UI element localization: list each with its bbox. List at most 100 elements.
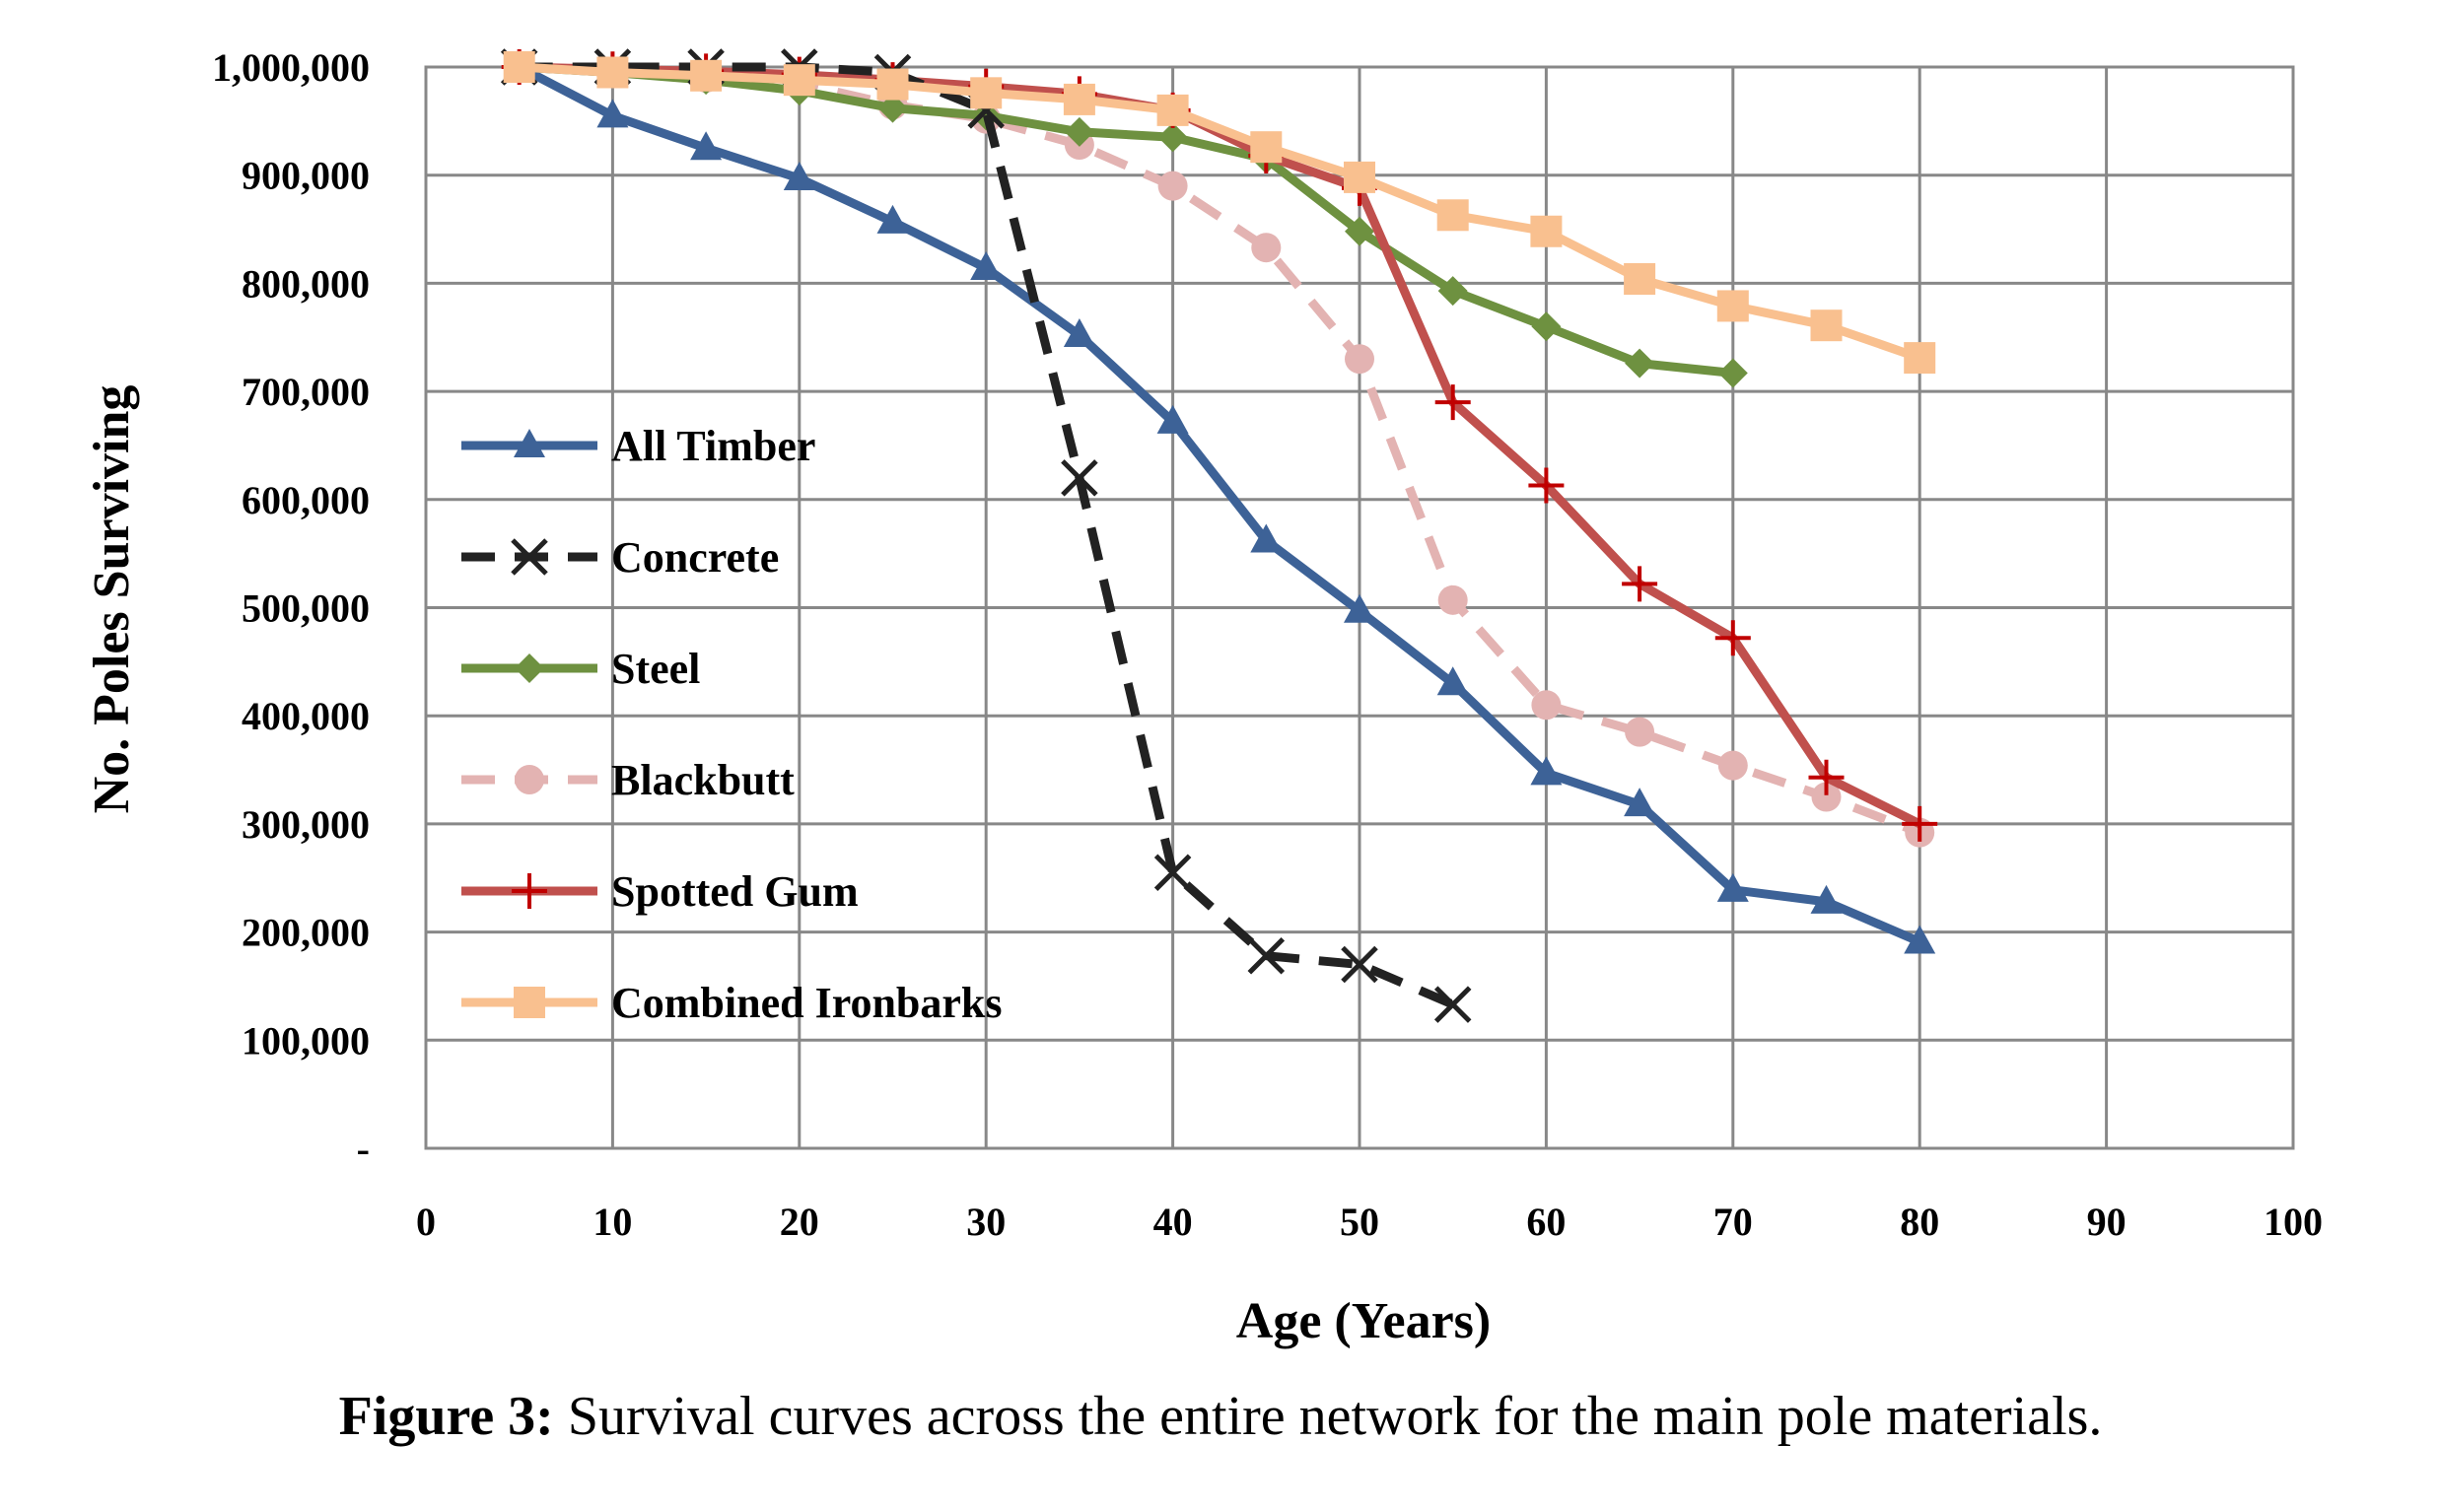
y-tick-label: 700,000 xyxy=(242,370,370,414)
data-point xyxy=(1437,276,1468,307)
data-point xyxy=(1624,263,1656,296)
legend-item-all-timber: All Timber xyxy=(461,422,815,470)
legend-label: Steel xyxy=(611,645,700,693)
data-point xyxy=(876,68,909,101)
data-point xyxy=(690,59,723,92)
x-tick-label: 0 xyxy=(416,1200,436,1244)
legend-label: Concrete xyxy=(611,533,779,582)
data-point xyxy=(1345,344,1374,375)
data-point xyxy=(1250,523,1283,553)
y-tick-label: - xyxy=(357,1127,370,1171)
data-point xyxy=(1434,384,1471,421)
data-point xyxy=(1717,358,1748,388)
y-axis-title: No. Poles Surviving xyxy=(84,385,140,814)
y-tick-label: 300,000 xyxy=(242,802,370,847)
data-point xyxy=(876,204,909,234)
data-point xyxy=(1625,717,1655,747)
data-point xyxy=(1810,309,1843,342)
legend-marker xyxy=(515,653,544,683)
data-point xyxy=(596,56,629,89)
data-point xyxy=(1531,690,1562,721)
y-tick-label: 1,000,000 xyxy=(212,45,370,90)
survival-chart: - 100,000 200,000 300,000 400,000 500,000 600,… xyxy=(84,45,2323,1349)
x-tick-label: 90 xyxy=(2087,1200,2127,1244)
y-tick-label: 600,000 xyxy=(242,478,370,522)
x-tick-label: 60 xyxy=(1526,1200,1566,1244)
data-point xyxy=(970,251,1003,281)
data-point xyxy=(1344,161,1375,193)
data-point xyxy=(1157,171,1188,201)
x-tick-label: 40 xyxy=(1153,1200,1193,1244)
legend-item-concrete: Concrete xyxy=(461,533,779,582)
legend-label: Blackbutt xyxy=(611,756,795,804)
data-point xyxy=(1061,459,1098,497)
data-point xyxy=(1063,318,1095,348)
data-point xyxy=(1528,467,1565,504)
y-tick-label: 800,000 xyxy=(242,261,370,306)
data-point xyxy=(1341,945,1378,984)
legend-label: Combined Ironbarks xyxy=(611,979,1003,1027)
data-point xyxy=(1902,805,1938,842)
data-point xyxy=(1433,986,1472,1023)
legend-item-blackbutt: Blackbutt xyxy=(461,756,795,804)
legend-marker xyxy=(514,429,545,457)
data-point xyxy=(1530,215,1563,247)
x-tick-label: 30 xyxy=(966,1200,1006,1244)
series-line xyxy=(519,62,1921,363)
legend-marker xyxy=(515,765,544,794)
series-combined-ironbarks xyxy=(503,51,1936,375)
data-point xyxy=(1530,756,1563,786)
caption-label: Figure 3: xyxy=(338,1386,554,1447)
y-tick-label: 500,000 xyxy=(242,586,370,631)
data-point xyxy=(1717,750,1748,781)
data-point xyxy=(1716,290,1749,322)
legend-item-combined-ironbarks: Combined Ironbarks xyxy=(461,979,1003,1027)
data-point xyxy=(970,77,1003,109)
series-all-timber xyxy=(503,50,1936,954)
x-axis-title: Age (Years) xyxy=(1236,1293,1491,1349)
data-point xyxy=(1251,233,1282,263)
data-point xyxy=(1063,83,1095,115)
chart-legend: All Timber Concrete Steel Blackbutt Spotted … xyxy=(461,422,1003,1027)
data-point xyxy=(1904,342,1936,375)
data-point xyxy=(1716,872,1749,902)
legend-item-steel: Steel xyxy=(461,645,700,693)
series-line xyxy=(517,63,1921,946)
data-point xyxy=(1247,936,1286,975)
legend-label: Spotted Gum xyxy=(611,867,859,916)
data-point xyxy=(1250,131,1283,164)
data-series xyxy=(500,48,1938,1023)
legend-label: All Timber xyxy=(611,422,815,470)
plot-border xyxy=(424,65,2295,1150)
data-point xyxy=(1064,116,1094,147)
x-tick-label: 70 xyxy=(1713,1200,1753,1244)
data-point xyxy=(1624,788,1656,817)
y-tick-label: 900,000 xyxy=(242,154,370,198)
data-point xyxy=(1437,584,1468,615)
legend-marker xyxy=(511,538,548,576)
data-point xyxy=(1436,199,1469,232)
legend-marker xyxy=(514,987,545,1018)
y-tick-label: 200,000 xyxy=(242,911,370,955)
data-point xyxy=(1345,216,1374,246)
data-point xyxy=(783,161,815,190)
data-point xyxy=(1810,884,1843,914)
legend-item-spotted-gum: Spotted Gum xyxy=(461,867,859,916)
x-tick-label: 20 xyxy=(780,1200,819,1244)
data-point xyxy=(690,131,723,161)
data-point xyxy=(596,99,629,128)
y-tick-label: 100,000 xyxy=(242,1018,370,1063)
data-point xyxy=(1156,404,1189,434)
data-point xyxy=(1531,311,1562,342)
y-tick-label: 400,000 xyxy=(242,694,370,738)
data-point xyxy=(1153,854,1192,892)
x-tick-label: 50 xyxy=(1340,1200,1379,1244)
legend-marker xyxy=(512,873,547,909)
data-point xyxy=(877,93,908,123)
data-point xyxy=(1344,593,1375,623)
series-line xyxy=(519,62,1455,1009)
data-point xyxy=(503,51,535,83)
y-axis-ticks: - 100,000 200,000 300,000 400,000 500,000 600,… xyxy=(212,45,370,1171)
data-point xyxy=(783,64,815,97)
data-point xyxy=(1157,122,1188,153)
